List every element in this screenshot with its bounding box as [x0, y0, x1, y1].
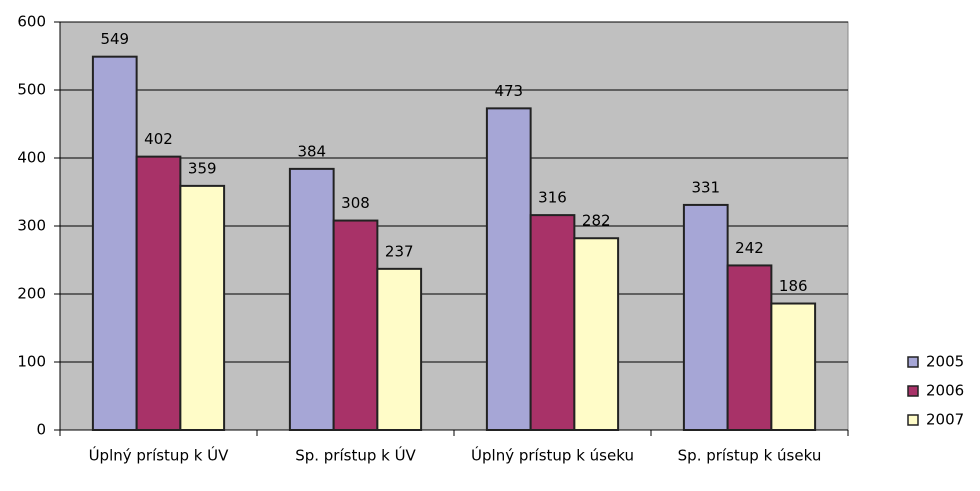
legend-label: 2007: [926, 411, 964, 429]
y-tick-label: 300: [17, 217, 46, 235]
data-label: 384: [297, 142, 326, 160]
y-tick-label: 0: [36, 421, 46, 439]
data-label: 237: [385, 242, 414, 260]
x-tick-label: Úplný prístup k ÚV: [89, 446, 230, 465]
x-tick-label: Úplný prístup k úseku: [471, 446, 634, 465]
legend-swatch: [907, 414, 919, 426]
data-label: 308: [341, 194, 370, 212]
legend-label: 2006: [926, 382, 964, 400]
bar: [529, 214, 576, 431]
bar: [726, 264, 773, 431]
bar: [288, 167, 335, 431]
bar: [332, 219, 379, 431]
x-tick-label: Sp. prístup k úseku: [678, 447, 822, 465]
data-label: 402: [144, 130, 173, 148]
bar: [485, 107, 532, 432]
data-label: 316: [538, 189, 567, 207]
y-tick-label: 200: [17, 285, 46, 303]
data-label: 331: [691, 178, 720, 196]
data-label: 473: [494, 82, 523, 100]
data-label: 186: [779, 277, 808, 295]
bar: [770, 302, 817, 431]
bar: [179, 184, 226, 431]
legend-swatch: [907, 356, 919, 368]
bar: [135, 155, 182, 431]
y-tick-label: 400: [17, 149, 46, 167]
data-label: 359: [188, 159, 217, 177]
x-tick-label: Sp. prístup k ÚV: [295, 446, 416, 465]
data-label: 549: [100, 30, 129, 48]
legend-label: 2005: [926, 353, 964, 371]
bar: [573, 237, 620, 431]
y-tick-label: 500: [17, 81, 46, 99]
y-tick-label: 600: [17, 13, 46, 31]
legend-swatch: [907, 385, 919, 397]
data-label: 242: [735, 239, 764, 257]
bar: [682, 203, 729, 431]
data-label: 282: [582, 212, 611, 230]
bar: [376, 267, 423, 431]
y-tick-label: 100: [17, 353, 46, 371]
bar: [91, 55, 138, 432]
